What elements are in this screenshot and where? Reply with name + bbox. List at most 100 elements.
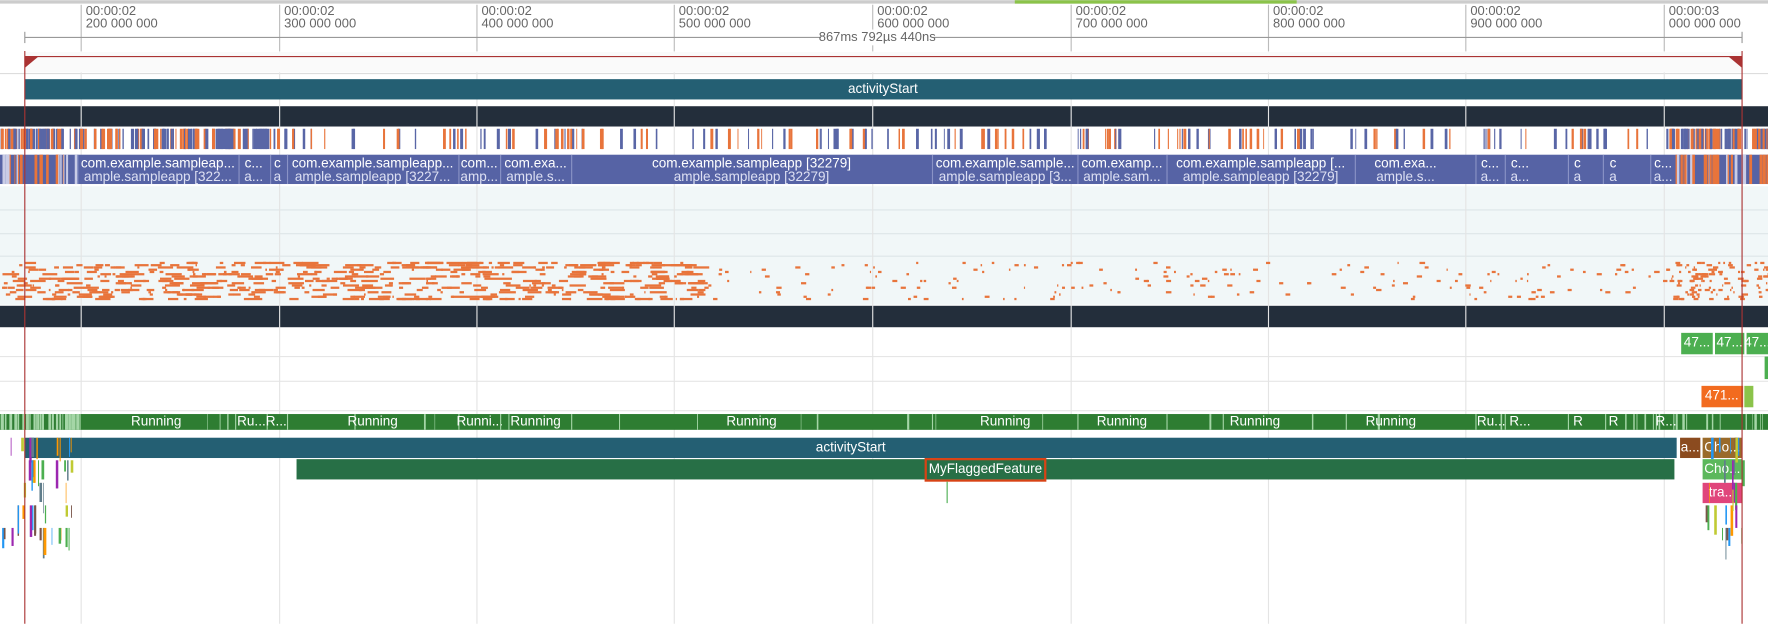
cpu-sliver — [115, 128, 118, 150]
process-title[interactable]: c... — [1511, 155, 1529, 170]
thread-state[interactable]: R... — [266, 414, 287, 429]
thread-state[interactable]: Ru... — [237, 414, 266, 429]
thread-state[interactable]: Running — [510, 414, 560, 429]
process-subtitle[interactable]: ample.sampleapp [3... — [939, 169, 1072, 184]
counter[interactable] — [1746, 332, 1768, 355]
sched-mark — [1677, 279, 1682, 283]
slice[interactable] — [296, 459, 1675, 480]
cpu-sliver — [1727, 128, 1731, 150]
small-slice — [41, 460, 45, 480]
sched-mark — [1760, 261, 1765, 265]
state-sliver — [51, 414, 54, 430]
sched-mark — [1686, 264, 1690, 267]
sched-mark — [421, 286, 429, 289]
process-subtitle[interactable]: ample.s... — [1376, 169, 1435, 184]
process-subtitle[interactable]: a... — [1511, 169, 1530, 184]
cpu-sliver — [212, 128, 216, 150]
process-title[interactable]: com.example.sampleapp... — [292, 155, 454, 170]
process-title[interactable]: com.exa... — [1374, 155, 1436, 170]
process-subtitle[interactable]: a — [1609, 169, 1617, 184]
sched-mark — [598, 268, 604, 271]
thread-state[interactable]: Running — [726, 414, 776, 429]
thread-state[interactable]: Running — [1366, 414, 1416, 429]
process-title[interactable]: com.examp... — [1081, 155, 1162, 170]
state-sliver — [71, 414, 74, 430]
process-subtitle[interactable]: ample.sam... — [1083, 169, 1160, 184]
cpu-sliver — [41, 128, 44, 150]
process-subtitle[interactable]: a — [1574, 169, 1582, 184]
sched-mark — [203, 295, 215, 298]
slice-label[interactable]: MyFlaggedFeature — [929, 461, 1042, 476]
slice-label[interactable]: a... — [1681, 439, 1700, 454]
process-subtitle[interactable]: ample.sampleapp [322... — [84, 169, 232, 184]
sched-mark — [213, 295, 221, 298]
sched-mark — [42, 273, 58, 276]
slice[interactable] — [24, 79, 1743, 100]
process-subtitle[interactable]: ample.sampleapp [32279] — [1183, 169, 1339, 184]
cpu-sliver — [1636, 128, 1639, 150]
process-title[interactable]: c... — [245, 155, 263, 170]
thread-state[interactable]: Running — [980, 414, 1030, 429]
process-subtitle[interactable]: a... — [244, 169, 263, 184]
sched-mark — [649, 291, 667, 294]
slice-label[interactable]: tra... — [1709, 485, 1736, 500]
process-title[interactable]: com... — [461, 155, 498, 170]
cpu-sliver — [383, 128, 386, 150]
thread-state[interactable]: Running — [347, 414, 397, 429]
process-subtitle[interactable]: ample.sampleapp [3227... — [295, 169, 451, 184]
sched-mark — [360, 286, 376, 289]
sched-mark — [636, 261, 649, 265]
process-sliver — [1675, 154, 1678, 185]
thread-state[interactable]: Runni... — [456, 414, 503, 429]
process-subtitle[interactable]: a... — [1654, 169, 1673, 184]
process-subtitle[interactable]: a... — [1481, 169, 1500, 184]
thread-state[interactable]: R... — [1509, 414, 1530, 429]
cpu-sliver — [737, 128, 739, 150]
thread-state[interactable]: Ru... — [1477, 414, 1506, 429]
state-sliver — [1209, 414, 1212, 430]
process-title[interactable]: c... — [1654, 155, 1672, 170]
sched-mark — [76, 295, 92, 298]
slice-label[interactable]: Cho... — [1704, 461, 1740, 476]
sched-mark — [368, 297, 384, 301]
process-title[interactable]: com.example.sampleapp [32279] — [652, 155, 851, 170]
sched-mark — [483, 275, 491, 278]
thread-state[interactable]: Running — [1097, 414, 1147, 429]
sched-mark — [146, 288, 155, 292]
slice[interactable] — [1680, 437, 1701, 459]
counter[interactable] — [1701, 385, 1744, 408]
state-sliver — [16, 414, 18, 430]
sched-mark — [265, 273, 274, 276]
sched-mark — [680, 297, 693, 301]
process-sliver — [1734, 154, 1738, 185]
process-title[interactable]: com.exa... — [504, 155, 566, 170]
cpu-sliver — [480, 128, 482, 150]
sched-mark — [1380, 273, 1385, 276]
process-title[interactable]: com.example.sample... — [936, 155, 1075, 170]
thread-state[interactable]: R — [1609, 414, 1619, 429]
slice-label[interactable]: activityStart — [816, 439, 886, 454]
process-title[interactable]: com.example.sampleap... — [81, 155, 235, 170]
process-title[interactable]: c — [1574, 155, 1581, 170]
process-subtitle[interactable]: a — [274, 169, 282, 184]
process-subtitle[interactable]: ample.s... — [506, 169, 565, 184]
process-subtitle[interactable]: amp... — [460, 169, 498, 184]
process-title[interactable]: c... — [1481, 155, 1499, 170]
thread-state[interactable]: Running — [131, 414, 181, 429]
sched-mark — [5, 293, 11, 296]
process-subtitle[interactable]: ample.sampleapp [32279] — [674, 169, 830, 184]
small-slice — [55, 460, 59, 489]
sched-mark — [1279, 282, 1284, 285]
thread-state[interactable]: R — [1573, 414, 1583, 429]
process-title[interactable]: com.example.sampleapp [... — [1176, 155, 1345, 170]
slice[interactable] — [24, 437, 1677, 459]
thread-state[interactable]: Running — [1230, 414, 1280, 429]
ruler-ns: 800 000 000 — [1273, 15, 1345, 30]
process-title[interactable]: c — [1610, 155, 1617, 170]
counter[interactable] — [1715, 332, 1745, 355]
sched-mark — [149, 293, 153, 296]
sched-mark — [131, 273, 145, 276]
process-title[interactable]: c — [274, 155, 281, 170]
thread-state[interactable]: R... — [1655, 414, 1676, 429]
counter[interactable] — [1681, 332, 1713, 355]
